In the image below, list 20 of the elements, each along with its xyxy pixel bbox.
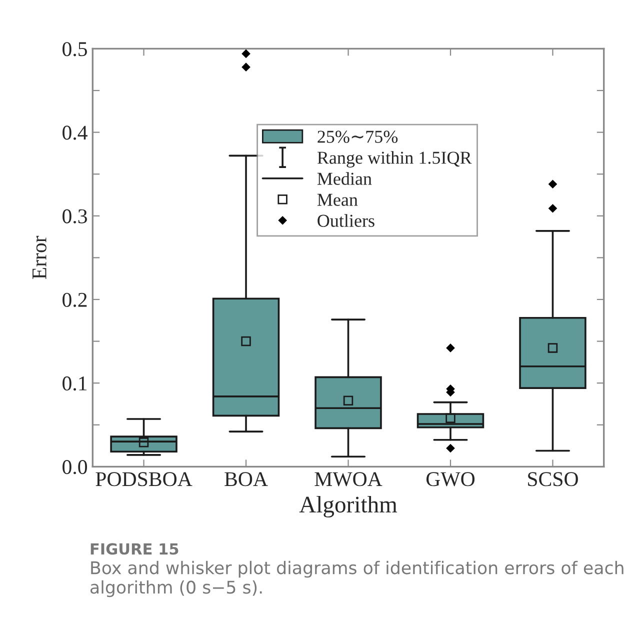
y-axis-title: Error (32, 236, 46, 280)
y-tick-label: 0.3 (62, 209, 87, 224)
x-axis-title: Algorithm (299, 496, 398, 518)
y-tick-label: 0.1 (62, 376, 87, 391)
y-tick-label: 0.5 (62, 42, 87, 56)
text: Box and whisker plot diagrams of identification errors of each algorithm (0 s−5 s). (90, 560, 624, 598)
y-tick-label: 0.2 (62, 292, 87, 307)
x-tick-label: PODSBOA (96, 472, 192, 486)
annotation: Outliers (318, 214, 374, 227)
annotation: Range within 1.5IQR (317, 151, 472, 168)
legend-label: 25%∼75% (318, 130, 398, 143)
x-tick-label: SCSO (528, 472, 578, 486)
x-tick-label: BOA (224, 472, 268, 486)
annotation: Mean (317, 194, 358, 206)
x-tick-label: MWOA (314, 472, 382, 486)
y-tick-label: 0.4 (62, 126, 88, 140)
caption: FIGURE 15 (90, 543, 178, 555)
y-tick-label: 0.0 (62, 460, 87, 474)
annotation: Median (317, 172, 372, 185)
x-tick-label: GWO (426, 472, 475, 486)
